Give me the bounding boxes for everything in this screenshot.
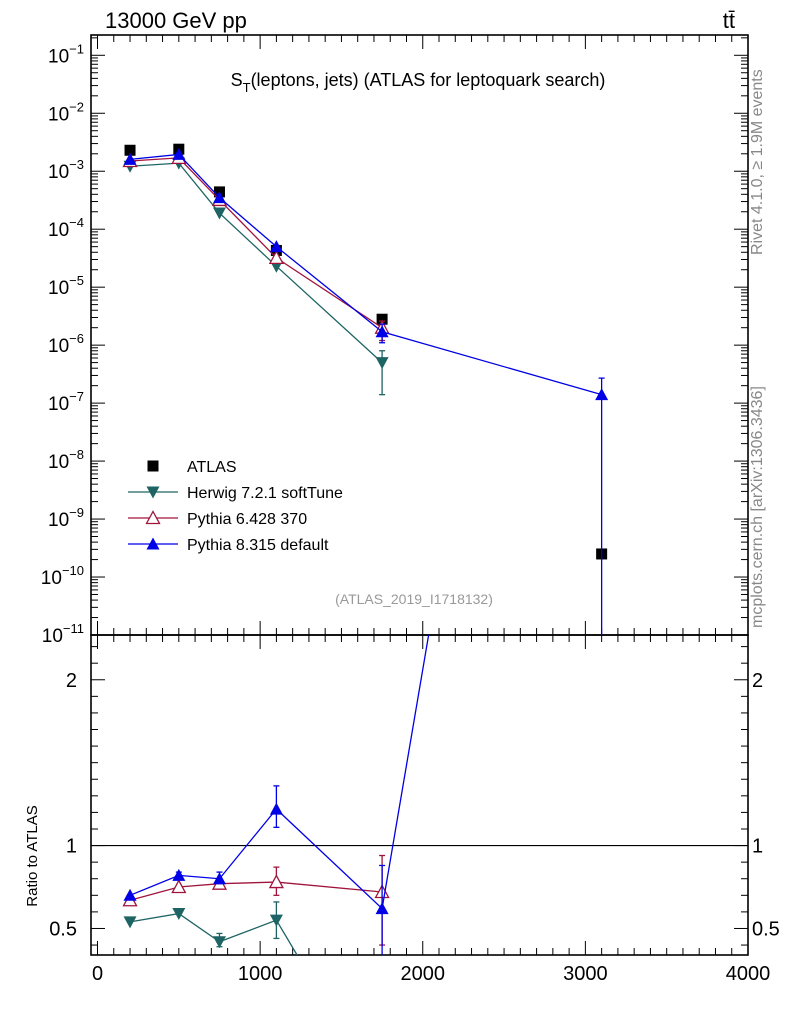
ratio-series-herwig-7-2-1-softtune [123, 901, 298, 955]
main-plot [122, 143, 609, 635]
ratio-y-tick-label-right: 0.5 [752, 918, 780, 940]
ratio-point-pythia-6-428-370 [268, 874, 284, 889]
main-line-pythia-6-428-370 [129, 157, 383, 329]
ratio-point-pythia-8-315-default [375, 902, 389, 915]
main-point-atlas [376, 313, 388, 325]
y-tick-label: 10−2 [48, 99, 84, 125]
y-tick-label: 10−10 [41, 563, 84, 589]
main-line-pythia-8-315-default [129, 153, 602, 396]
legend-label-herwig-7-2-1-softtune: Herwig 7.2.1 softTune [187, 485, 343, 502]
process-label: tt̄ [723, 8, 735, 33]
legend-label-pythia-6-428-370: Pythia 6.428 370 [187, 511, 307, 528]
axes: 0 1000 2000 3000 400010−1110−1010−910−810−71… [41, 35, 780, 985]
legend-label-pythia-8-315-default: Pythia 8.315 default [187, 537, 329, 554]
main-point-pythia-8-315-default [269, 240, 283, 253]
x-tick-label: 2000 [401, 963, 446, 985]
ratio-point-herwig-7-2-1-softtune [172, 908, 186, 921]
title-sub: T [243, 80, 251, 95]
main-line-herwig-7-2-1-softtune [129, 162, 383, 364]
ratio-point-herwig-7-2-1-softtune [269, 914, 283, 927]
y-tick-label: 10−3 [48, 157, 84, 183]
y-tick-label: 10−6 [48, 331, 84, 357]
ratio-y-tick-label-right: 2 [752, 670, 763, 692]
ratio-ylabel: Ratio to ATLAS [24, 805, 41, 906]
title-s: S [231, 70, 243, 90]
ratio-line-pythia-8-315-default [129, 635, 430, 910]
legend-marker-pythia-6-428-370 [145, 510, 161, 525]
main-point-pythia-8-315-default [375, 325, 389, 338]
y-tick-label: 10−4 [48, 215, 84, 241]
main-series-pythia-6-428-370 [122, 150, 390, 342]
legend-marker-pythia-8-315-default [146, 537, 160, 550]
x-tick-label: 1000 [238, 963, 283, 985]
ratio-point-pythia-8-315-default [172, 868, 186, 881]
ratio-point-pythia-8-315-default [123, 888, 137, 901]
y-tick-label: 10−1 [48, 41, 84, 67]
main-series-herwig-7-2-1-softtune [123, 157, 389, 396]
ratio-y-tick-label: 2 [66, 670, 77, 692]
ratio-plot [122, 635, 430, 955]
ratio-point-herwig-7-2-1-softtune [212, 936, 226, 949]
ratio-y-tick-label: 0.5 [49, 918, 77, 940]
ratio-point-pythia-8-315-default [269, 802, 283, 815]
y-tick-label: 10−8 [48, 447, 84, 473]
y-tick-label: 10−11 [42, 621, 84, 647]
main-point-atlas [124, 144, 136, 156]
legend-marker-herwig-7-2-1-softtune [146, 486, 160, 499]
legend-label-atlas: ATLAS [187, 459, 237, 476]
main-point-pythia-8-315-default [172, 147, 186, 160]
main-series-pythia-8-315-default [123, 147, 609, 635]
energy-label: 13000 GeV pp [105, 8, 247, 33]
x-tick-label: 0 [92, 963, 103, 985]
ratio-y-tick-label: 1 [66, 836, 77, 858]
main-point-herwig-7-2-1-softtune [212, 207, 226, 220]
x-tick-label: 3000 [563, 963, 608, 985]
analysis-id: (ATLAS_2019_I1718132) [335, 591, 493, 607]
x-tick-label: 4000 [726, 963, 771, 985]
main-point-pythia-6-428-370 [268, 250, 284, 265]
ratio-point-herwig-7-2-1-softtune [123, 916, 137, 929]
ratio-y-tick-label-right: 1 [752, 836, 763, 858]
main-point-pythia-8-315-default [123, 152, 137, 165]
main-point-pythia-8-315-default [595, 388, 609, 401]
main-point-pythia-8-315-default [212, 191, 226, 204]
y-tick-label: 10−7 [48, 389, 84, 415]
ratio-line-pythia-6-428-370 [129, 881, 383, 901]
title-rest: (leptons, jets) (ATLAS for leptoquark se… [251, 70, 606, 90]
ratio-point-pythia-6-428-370 [171, 879, 187, 894]
side-rivet: Rivet 4.1.0, ≥ 1.9M events [749, 69, 766, 255]
main-point-herwig-7-2-1-softtune [375, 357, 389, 370]
ratio-point-pythia-8-315-default [212, 872, 226, 885]
legend-marker-atlas [147, 460, 159, 472]
side-mcplots: mcplots.cern.ch [arXiv:1306.3436] [749, 386, 766, 628]
ratio-frame [90, 634, 749, 956]
y-tick-label: 10−5 [48, 273, 84, 299]
ratio-series-pythia-8-315-default [123, 635, 430, 955]
main-title: ST(leptons, jets) (ATLAS for leptoquark … [231, 70, 606, 95]
y-tick-label: 10−9 [48, 505, 84, 531]
ratio-series-pythia-6-428-370 [122, 854, 390, 946]
legend: ATLAS Herwig 7.2.1 softTune Pythia 6.428 3… [128, 459, 343, 554]
